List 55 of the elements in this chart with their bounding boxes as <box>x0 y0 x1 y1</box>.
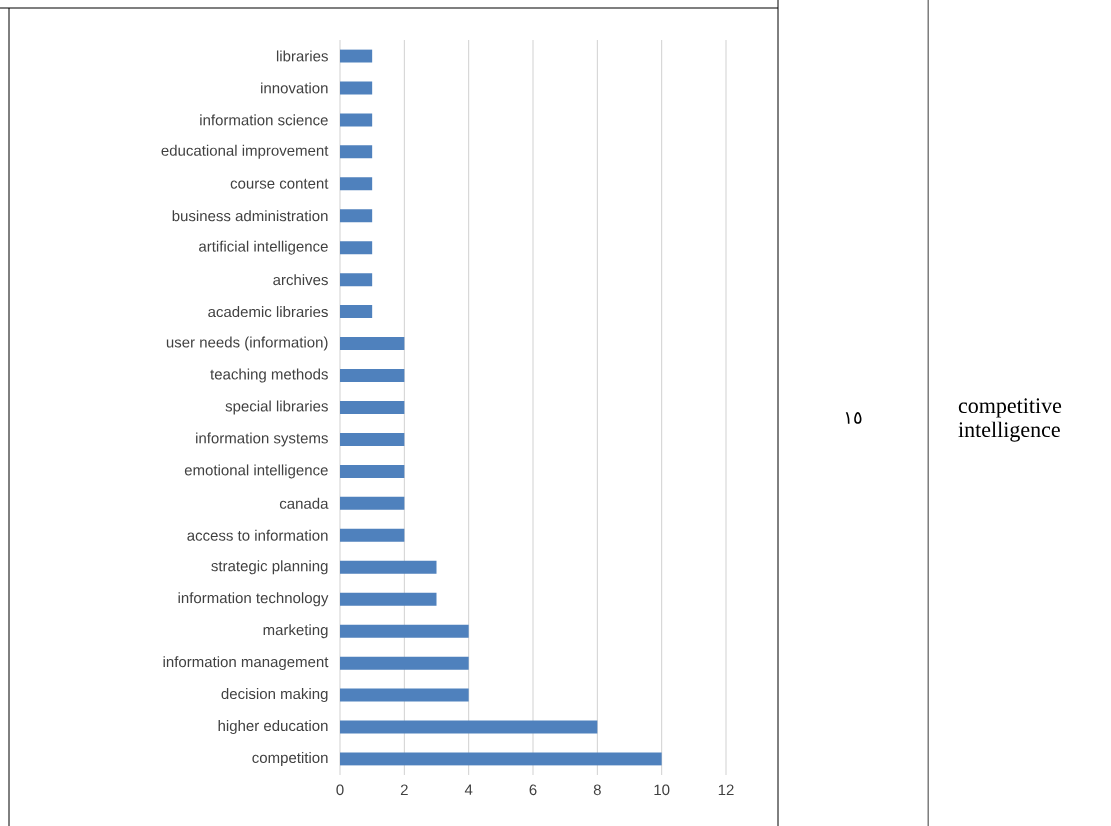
y-tick-label: access to information <box>187 529 328 541</box>
y-tick-label: educational improvement <box>161 144 329 159</box>
bar <box>340 464 405 478</box>
x-tick-label: 8 <box>593 784 601 796</box>
y-tick-label: information science <box>200 114 328 126</box>
y-tick-label: information technology <box>178 592 329 607</box>
bar <box>340 369 405 383</box>
bar <box>340 113 373 127</box>
text: ١٥ <box>845 412 862 424</box>
bar <box>340 528 405 542</box>
bar <box>340 720 598 734</box>
bar <box>340 337 405 351</box>
text: competitive intelligence <box>958 398 1062 442</box>
y-tick-label: information systems <box>196 432 328 447</box>
y-tick-label: user needs (information) <box>166 336 328 351</box>
y-tick-label: libraries <box>276 50 328 62</box>
bar <box>340 273 373 287</box>
y-tick-label: business administration <box>172 210 328 222</box>
x-tick-label: 10 <box>654 784 670 796</box>
bar <box>340 145 373 159</box>
x-tick-label: 6 <box>529 784 537 796</box>
bar <box>340 177 373 191</box>
y-tick-label: innovation <box>261 82 328 94</box>
y-tick-label: canada <box>279 497 329 509</box>
y-tick-label: competition <box>252 752 328 766</box>
y-tick-label: decision making <box>221 688 328 703</box>
x-tick-label: 2 <box>400 784 408 795</box>
bar <box>340 400 405 414</box>
bar <box>340 49 373 63</box>
y-tick-label: special libraries <box>225 400 328 415</box>
y-tick-label: marketing <box>263 624 328 639</box>
bar <box>340 592 437 606</box>
bar <box>340 656 469 670</box>
y-tick-label: artificial intelligence <box>199 240 328 255</box>
x-tick-label: 4 <box>464 784 473 795</box>
x-tick-label: 0 <box>336 784 344 796</box>
bar <box>340 241 373 255</box>
bar <box>340 688 469 702</box>
y-tick-label: course content <box>230 178 329 189</box>
bar <box>340 209 373 223</box>
bar <box>340 496 405 510</box>
y-tick-label: higher education <box>218 720 328 735</box>
bar <box>340 560 437 574</box>
bar <box>340 752 662 766</box>
bar <box>340 81 373 95</box>
y-tick-label: emotional intelligence <box>184 464 328 479</box>
bar <box>340 624 469 638</box>
bar <box>340 432 405 446</box>
y-tick-label: teaching methods <box>210 368 328 383</box>
y-tick-label: archives <box>273 274 328 286</box>
y-tick-label: information management <box>163 656 329 671</box>
y-tick-label: strategic planning <box>211 560 328 575</box>
bar <box>340 305 373 319</box>
y-tick-label: academic libraries <box>208 306 328 318</box>
x-tick-label: 12 <box>718 784 734 795</box>
